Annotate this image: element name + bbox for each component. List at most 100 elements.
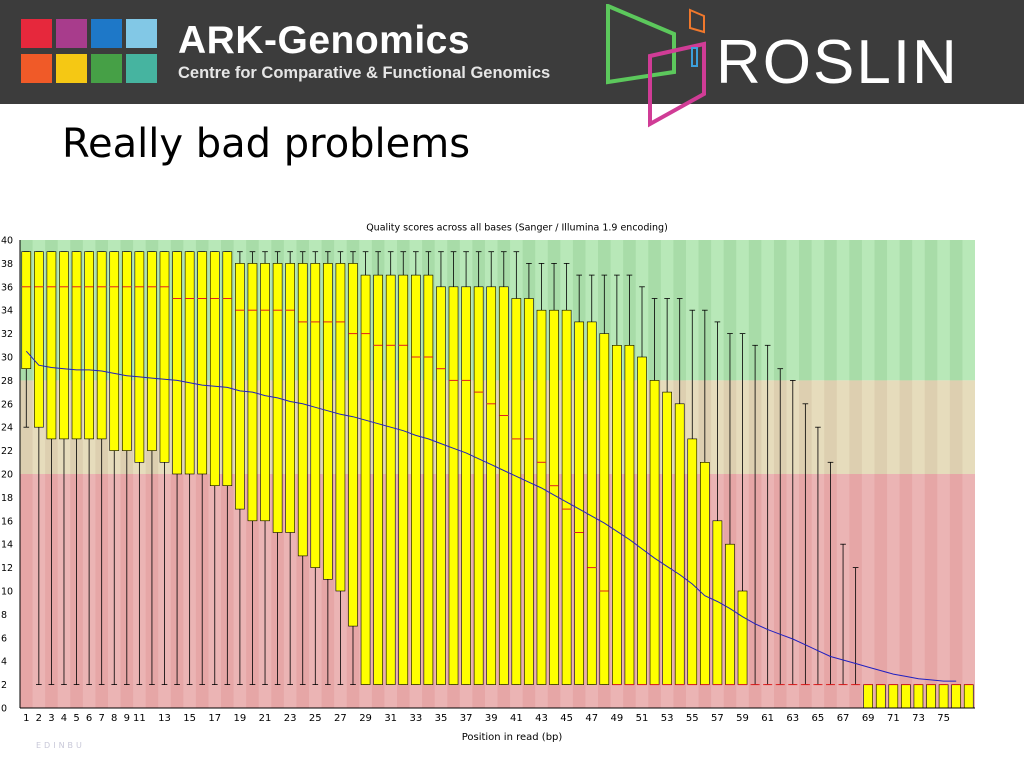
box <box>586 321 597 685</box>
box <box>913 684 924 709</box>
box <box>423 274 434 685</box>
x-tick-label: 19 <box>234 713 247 724</box>
box <box>197 251 208 475</box>
box <box>963 684 974 709</box>
box <box>84 251 94 440</box>
box <box>34 251 44 428</box>
box <box>888 684 899 709</box>
box <box>46 251 57 440</box>
x-tick-label: 43 <box>535 713 548 724</box>
box <box>725 543 735 685</box>
y-tick-label: 32 <box>1 329 13 340</box>
box <box>385 274 396 685</box>
y-tick-label: 18 <box>1 493 13 504</box>
x-tick-label: 55 <box>686 713 699 724</box>
box <box>901 684 911 709</box>
box <box>260 263 270 522</box>
band-stripe <box>824 380 837 474</box>
band-stripe <box>799 240 812 381</box>
y-tick-label: 26 <box>1 399 13 410</box>
x-tick-label: 23 <box>284 713 297 724</box>
box <box>410 274 421 685</box>
x-tick-label: 47 <box>585 713 598 724</box>
y-tick-label: 16 <box>1 516 13 527</box>
x-tick-label: 37 <box>460 713 473 724</box>
x-tick-label: 5 <box>73 713 79 724</box>
box <box>147 251 157 451</box>
logo-tile <box>21 54 52 83</box>
band-stripe <box>949 474 963 708</box>
x-tick-label: 65 <box>812 713 825 724</box>
band-stripe <box>773 240 787 381</box>
box <box>184 251 195 475</box>
box <box>96 251 107 440</box>
y-tick-label: 2 <box>1 680 7 691</box>
box <box>637 356 647 685</box>
box <box>737 590 748 685</box>
brand-name: ARK-Genomics <box>178 19 471 62</box>
x-tick-label: 4 <box>61 713 67 724</box>
box <box>524 298 534 685</box>
x-tick-label: 33 <box>409 713 422 724</box>
x-axis-label: Position in read (bp) <box>462 732 563 743</box>
box <box>612 345 622 685</box>
x-tick-label: 61 <box>761 713 774 724</box>
x-tick-label: 45 <box>560 713 573 724</box>
box <box>473 286 484 685</box>
x-tick-label: 39 <box>485 713 498 724</box>
mean-line <box>25 350 957 682</box>
x-tick-label: 8 <box>111 713 117 724</box>
watermark-text: EDINBU <box>36 741 85 750</box>
box <box>21 251 32 370</box>
logo-tile <box>91 54 122 83</box>
box <box>436 286 446 685</box>
slide-title: Really bad problems <box>62 121 471 167</box>
box <box>222 251 233 487</box>
band-stripe <box>824 240 837 381</box>
logo-tile <box>126 54 157 83</box>
box <box>172 251 182 475</box>
logo-tile <box>56 54 87 83</box>
x-tick-label: 71 <box>887 713 900 724</box>
box <box>285 263 295 533</box>
box <box>360 274 371 685</box>
x-tick-label: 13 <box>158 713 171 724</box>
band-stripe <box>899 380 913 474</box>
band-stripe <box>20 474 33 708</box>
band-stripe <box>899 240 913 381</box>
y-tick-label: 36 <box>1 282 13 293</box>
x-tick-label: 75 <box>937 713 950 724</box>
x-tick-label: 29 <box>359 713 372 724</box>
y-tick-label: 28 <box>1 376 13 387</box>
box <box>624 345 635 685</box>
box <box>109 251 120 451</box>
box <box>875 684 886 709</box>
x-tick-label: 53 <box>661 713 674 724</box>
band-stripe <box>748 240 762 381</box>
band-stripe <box>874 380 888 474</box>
y-tick-label: 8 <box>1 610 7 621</box>
band-stripe <box>949 240 963 381</box>
y-tick-label: 40 <box>1 236 13 247</box>
box <box>863 684 874 709</box>
x-tick-label: 6 <box>86 713 92 724</box>
x-tick-label: 25 <box>309 713 322 724</box>
x-tick-label: 67 <box>837 713 850 724</box>
box <box>536 309 547 685</box>
box <box>134 251 145 463</box>
mean-series <box>25 350 957 682</box>
logo-tile <box>56 19 87 48</box>
logo-tile <box>21 19 52 48</box>
box <box>310 263 321 568</box>
box <box>323 263 333 580</box>
band-stripe <box>849 380 862 474</box>
box <box>700 462 710 685</box>
logo-tile <box>126 19 157 48</box>
quality-box-plot: Quality scores across all bases (Sanger … <box>1 223 975 743</box>
y-tick-label: 34 <box>1 306 13 317</box>
x-tick-label: 7 <box>98 713 104 724</box>
box <box>398 274 409 685</box>
box <box>235 263 245 510</box>
band-stripe <box>874 240 888 381</box>
